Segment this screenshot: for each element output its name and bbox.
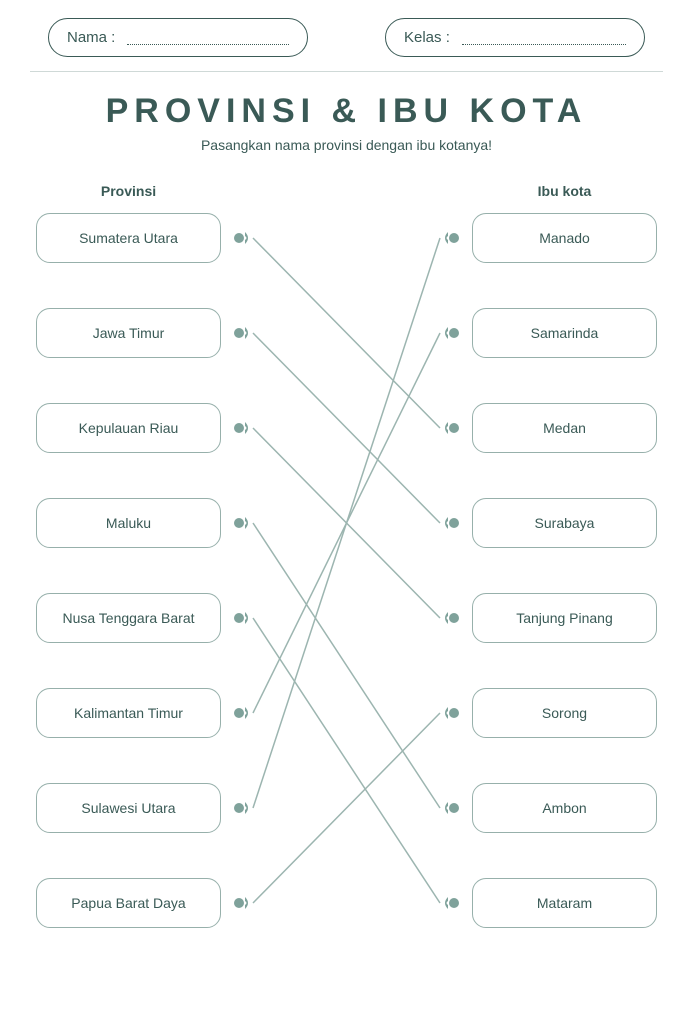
connector-left-icon[interactable] <box>440 418 460 438</box>
province-box: Jawa Timur <box>36 308 221 358</box>
province-box: Kepulauan Riau <box>36 403 221 453</box>
capital-label: Mataram <box>537 895 592 911</box>
capital-label: Surabaya <box>535 515 595 531</box>
connector-left-icon[interactable] <box>440 228 460 248</box>
class-label: Kelas : <box>404 29 450 46</box>
capital-label: Manado <box>539 230 590 246</box>
name-input-line[interactable] <box>127 30 289 45</box>
ibukota-column-header: Ibu kota <box>472 183 657 199</box>
connector-right-icon[interactable] <box>233 798 253 818</box>
connector-right-icon[interactable] <box>233 703 253 723</box>
connector-left-icon[interactable] <box>440 608 460 628</box>
province-label: Sulawesi Utara <box>81 800 175 816</box>
province-label: Maluku <box>106 515 151 531</box>
match-line <box>253 713 440 903</box>
page-subtitle: Pasangkan nama provinsi dengan ibu kotan… <box>0 137 693 153</box>
province-box: Nusa Tenggara Barat <box>36 593 221 643</box>
match-line <box>253 618 440 903</box>
header-row: Nama : Kelas : <box>0 0 693 71</box>
capital-box: Medan <box>472 403 657 453</box>
match-line <box>253 333 440 523</box>
name-field-box: Nama : <box>48 18 308 57</box>
capital-box: Tanjung Pinang <box>472 593 657 643</box>
province-box: Papua Barat Daya <box>36 878 221 928</box>
matching-area: Provinsi Ibu kota Sumatera Utara Manado Ja… <box>0 183 693 948</box>
province-box: Kalimantan Timur <box>36 688 221 738</box>
header-divider <box>30 71 663 72</box>
connector-right-icon[interactable] <box>233 323 253 343</box>
capital-label: Samarinda <box>531 325 599 341</box>
capital-box: Samarinda <box>472 308 657 358</box>
province-box: Sumatera Utara <box>36 213 221 263</box>
capital-label: Medan <box>543 420 586 436</box>
connector-right-icon[interactable] <box>233 893 253 913</box>
match-line <box>253 428 440 618</box>
capital-box: Surabaya <box>472 498 657 548</box>
province-label: Sumatera Utara <box>79 230 178 246</box>
match-line <box>253 333 440 713</box>
page-title: PROVINSI & IBU KOTA <box>0 92 693 131</box>
province-label: Nusa Tenggara Barat <box>62 610 194 626</box>
connector-right-icon[interactable] <box>233 418 253 438</box>
connector-right-icon[interactable] <box>233 608 253 628</box>
capital-box: Manado <box>472 213 657 263</box>
connector-left-icon[interactable] <box>440 703 460 723</box>
class-input-line[interactable] <box>462 30 626 45</box>
province-label: Papua Barat Daya <box>71 895 185 911</box>
capital-label: Sorong <box>542 705 587 721</box>
capital-label: Ambon <box>542 800 586 816</box>
match-lines <box>0 183 693 948</box>
connector-right-icon[interactable] <box>233 228 253 248</box>
province-box: Maluku <box>36 498 221 548</box>
connector-left-icon[interactable] <box>440 513 460 533</box>
connector-left-icon[interactable] <box>440 798 460 818</box>
connector-left-icon[interactable] <box>440 323 460 343</box>
name-label: Nama : <box>67 29 115 46</box>
match-line <box>253 238 440 808</box>
province-label: Kepulauan Riau <box>79 420 179 436</box>
connector-left-icon[interactable] <box>440 893 460 913</box>
class-field-box: Kelas : <box>385 18 645 57</box>
province-label: Kalimantan Timur <box>74 705 183 721</box>
province-label: Jawa Timur <box>93 325 165 341</box>
match-line <box>253 238 440 428</box>
capital-box: Mataram <box>472 878 657 928</box>
province-box: Sulawesi Utara <box>36 783 221 833</box>
capital-box: Sorong <box>472 688 657 738</box>
match-line <box>253 523 440 808</box>
capital-box: Ambon <box>472 783 657 833</box>
connector-right-icon[interactable] <box>233 513 253 533</box>
provinsi-column-header: Provinsi <box>36 183 221 199</box>
capital-label: Tanjung Pinang <box>516 610 613 626</box>
